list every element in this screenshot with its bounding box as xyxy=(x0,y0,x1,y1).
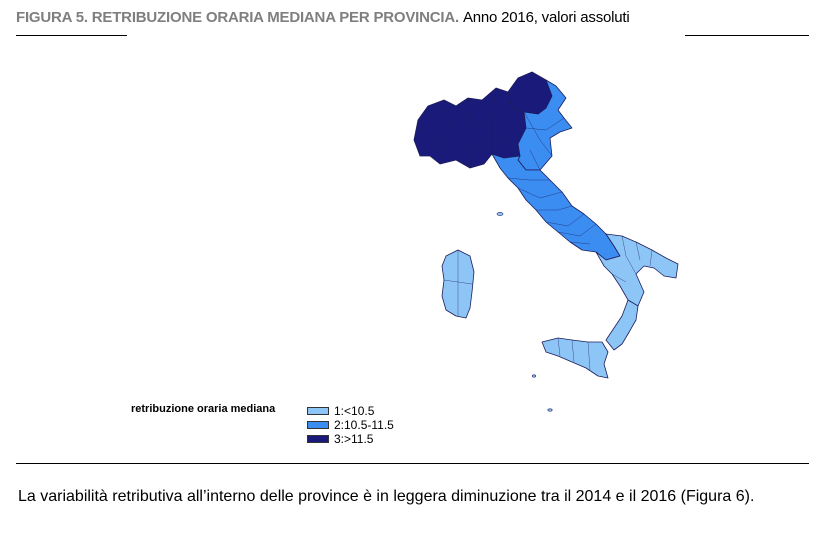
legend-label-high: 3:>11.5 xyxy=(334,431,374,446)
body-paragraph: La variabilità retributiva all’interno d… xyxy=(18,488,755,505)
legend-item-high: 3:>11.5 xyxy=(307,431,374,446)
map-island-lampedusa xyxy=(547,408,553,412)
legend-swatch-mid xyxy=(307,420,329,429)
legend-title: retribuzione oraria mediana xyxy=(131,403,276,415)
map-region-sicily xyxy=(541,337,609,379)
italy-province-map xyxy=(413,71,679,412)
map-region-south-east xyxy=(595,233,679,307)
legend-item-mid: 2:10.5-11.5 xyxy=(307,417,394,432)
legend-swatch-low xyxy=(307,406,329,415)
map-island-elba xyxy=(496,212,504,216)
map-province-boundaries-center xyxy=(507,177,597,245)
figure-label: FIGURA 5. RETRIBUZIONE ORARIA MEDIANA PE… xyxy=(16,9,459,26)
title-rule-right xyxy=(685,35,809,36)
map-region-calabria xyxy=(605,299,639,351)
legend-swatch-high xyxy=(307,434,329,443)
section-divider xyxy=(16,463,809,464)
map-province-boundaries-south xyxy=(611,235,653,283)
legend-label-mid: 2:10.5-11.5 xyxy=(334,417,394,432)
legend-item-low: 1:<10.5 xyxy=(307,403,375,418)
map-island-pantelleria xyxy=(531,374,537,378)
map-region-center xyxy=(491,153,621,261)
figure-subtitle: Anno 2016, valori assoluti xyxy=(462,9,630,26)
map-province-boundaries-islands xyxy=(443,250,591,371)
title-rule-left xyxy=(16,35,127,36)
map-province-boundaries-north xyxy=(439,87,519,169)
map-region-northeast-alps xyxy=(507,71,553,115)
map-region-northwest xyxy=(413,87,527,169)
legend-label-low: 1:<10.5 xyxy=(334,403,375,418)
figure-title: FIGURA 5. RETRIBUZIONE ORARIA MEDIANA PE… xyxy=(16,9,630,26)
map-province-boundaries-plain xyxy=(523,111,565,171)
